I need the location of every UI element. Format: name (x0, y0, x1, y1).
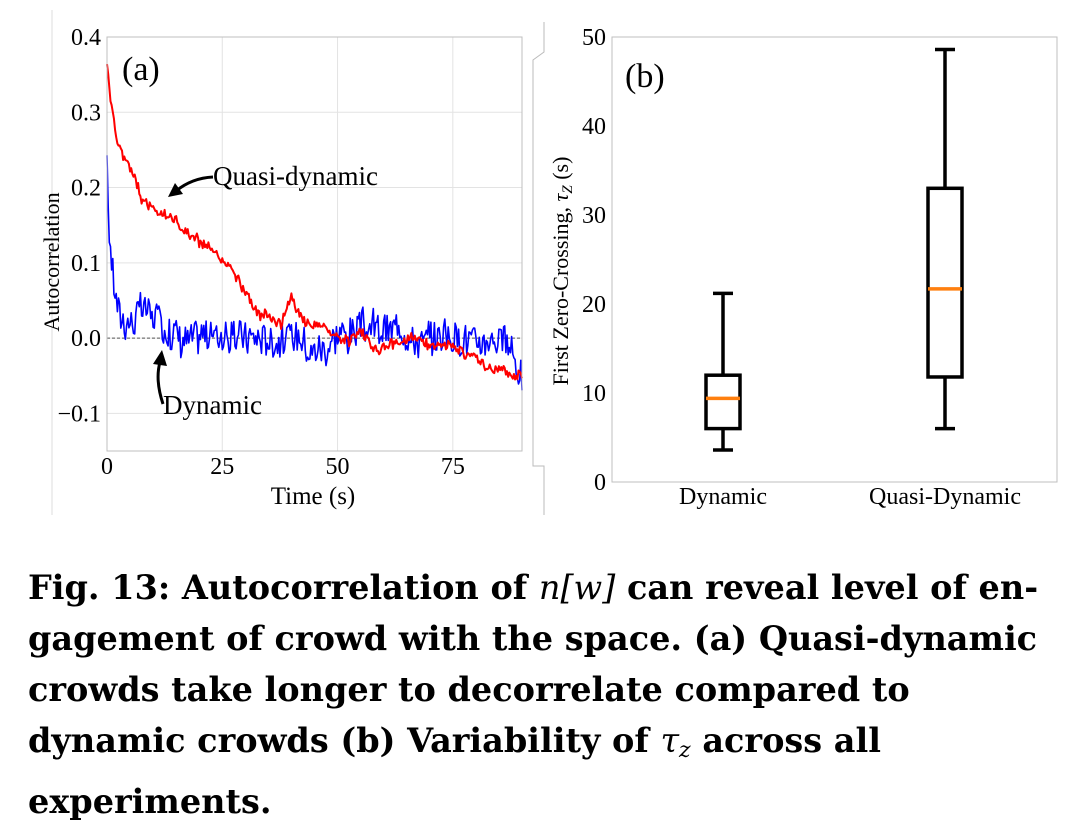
a-y-tick-label: 0.2 (71, 176, 101, 202)
caption-part1: Autocorrelation of (181, 568, 528, 607)
b-y-axis-label-main: First Zero-Crossing, (548, 207, 573, 385)
caption-math-tau: τ (660, 721, 680, 760)
a-y-tick-label: −0.1 (57, 401, 101, 427)
annotation-arrowhead-quasi-dynamic-icon (168, 183, 183, 197)
series-line-dynamic (106, 155, 523, 391)
b-y-tick-labels: 0 10 20 30 40 50 (582, 25, 606, 496)
box-iqr (926, 186, 964, 379)
a-gridlines (106, 36, 522, 451)
caption-math-tau-sub: z (679, 738, 691, 763)
box-iqr (704, 373, 742, 431)
annotation-arrowhead-dynamic-icon (153, 350, 167, 366)
a-y-tick-label: 0.4 (71, 25, 101, 51)
b-y-axis-label-sub: Z (560, 185, 576, 194)
b-y-tick-label: 20 (582, 292, 606, 318)
series-line-quasi-dynamic (106, 63, 523, 381)
b-x-tick-labels: Dynamic Quasi-Dynamic (679, 484, 1021, 510)
a-plot-frame (106, 36, 523, 452)
a-x-axis-label: Time (s) (271, 483, 356, 510)
annotation-quasi-dynamic: Quasi-dynamic (213, 161, 378, 191)
caption-math-n: n (538, 568, 561, 607)
b-y-tick-label: 10 (582, 381, 606, 407)
a-y-tick-label: 0.1 (71, 251, 101, 277)
b-boxes (704, 47, 964, 452)
a-y-tick-label: 0.0 (71, 326, 101, 352)
a-x-tick-label: 75 (441, 454, 465, 480)
caption-label: Fig. 13: (28, 568, 171, 607)
caption-part2: can reveal level of en-gagement of crowd… (28, 568, 1039, 760)
figure-caption: Fig. 13: Autocorrelation of n[w] can rev… (28, 562, 1068, 827)
b-y-tick-label: 30 (582, 203, 606, 229)
b-y-axis-label-unit: (s) (548, 157, 573, 180)
a-y-tick-label: 0.3 (71, 100, 101, 126)
b-plot-frame (611, 36, 1058, 483)
b-y-tick-label: 0 (594, 470, 606, 496)
a-x-tick-labels: 0 25 50 75 (101, 454, 465, 480)
caption-math-w: [w] (560, 568, 616, 607)
a-y-axis-label: Autocorrelation (39, 192, 64, 331)
panel-divider (532, 22, 545, 515)
b-y-tick-label: 50 (582, 25, 606, 51)
figure: 0 25 50 75 0.4 0.3 0.2 0.1 0.0 −0.1 (a) Time (s)… (39, 10, 1058, 515)
b-y-tick-label: 40 (582, 114, 606, 140)
annotation-arrow-dynamic-icon (156, 361, 165, 405)
b-x-tick-label: Dynamic (679, 484, 767, 510)
box-quasi-dynamic (926, 47, 964, 431)
b-x-tick-label: Quasi-Dynamic (869, 484, 1021, 510)
a-x-tick-label: 50 (326, 454, 350, 480)
panel-a-line-chart: 0 25 50 75 0.4 0.3 0.2 0.1 0.0 −0.1 (a) Time (s)… (39, 10, 523, 515)
a-panel-label: (a) (122, 51, 160, 88)
panel-b-box-plot: 0 10 20 30 40 50 Dynamic Quasi-Dynamic (b) Fir… (548, 25, 1058, 510)
b-y-axis-label-tau: τ (548, 192, 573, 201)
annotation-arrow-quasi-dynamic-icon (175, 175, 214, 193)
box-dynamic (704, 291, 742, 452)
a-x-tick-label: 25 (210, 454, 234, 480)
a-y-tick-labels: 0.4 0.3 0.2 0.1 0.0 −0.1 (57, 25, 101, 427)
b-y-axis-label: First Zero-Crossing, τZ (s) (548, 157, 576, 386)
b-panel-label: (b) (625, 58, 665, 95)
annotation-dynamic: Dynamic (163, 390, 262, 420)
a-x-tick-label: 0 (101, 454, 113, 480)
